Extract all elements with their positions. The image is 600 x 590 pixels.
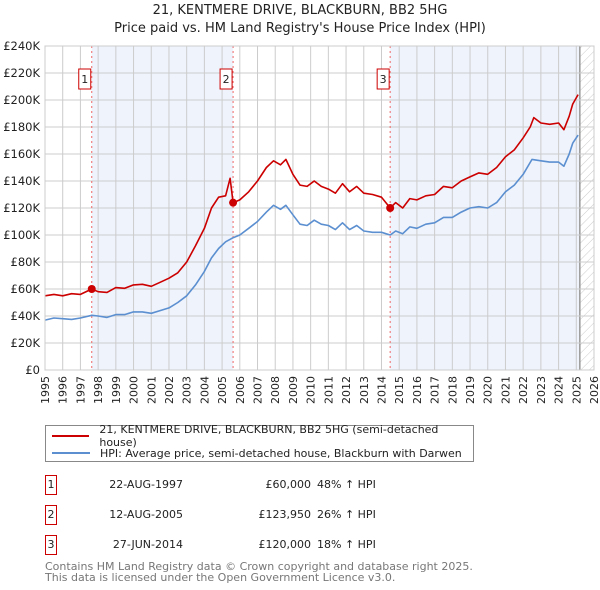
x-tick-label: 2024	[553, 376, 566, 404]
x-tick-label: 2022	[517, 376, 530, 404]
x-tick-label: 2007	[252, 376, 265, 404]
y-tick-label: £40K	[11, 309, 41, 323]
footer-licence: This data is licensed under the Open Gov…	[45, 571, 396, 584]
sale-point	[386, 204, 395, 212]
x-tick-label: 2017	[429, 376, 442, 404]
x-tick-label: 2020	[482, 376, 495, 404]
hpi-line	[44, 134, 579, 321]
x-tick-label: 2015	[393, 376, 406, 404]
y-tick-label: £180K	[3, 120, 40, 134]
legend: 21, KENTMERE DRIVE, BLACKBURN, BB2 5HG (…	[45, 423, 474, 462]
x-tick-label: 2011	[322, 376, 335, 404]
legend-label-hpi: HPI: Average price, semi-detached house,…	[100, 446, 462, 460]
plot-border	[44, 45, 595, 371]
x-tick-label: 2006	[234, 376, 247, 404]
sale-point	[229, 198, 238, 207]
x-tick-label: 1996	[57, 376, 70, 404]
x-tick-label: 2009	[287, 376, 300, 404]
x-tick-label: 1999	[110, 376, 123, 404]
footer-copyright: Contains HM Land Registry data © Crown c…	[45, 560, 473, 573]
x-tick-label: 2005	[216, 376, 229, 404]
chart-title: 21, KENTMERE DRIVE, BLACKBURN, BB2 5HG	[152, 3, 448, 18]
x-tick-label: 2021	[499, 376, 512, 404]
sale-label-box: 3	[376, 68, 390, 90]
transaction-hpi: 26% ↑ HPI	[317, 508, 376, 521]
chart-plot: 1995 1996 1997 1998 1999 2000 2001 2002 2003 2004…	[3, 39, 600, 404]
transaction-price: £60,000	[265, 478, 312, 491]
sale-box-number: 3	[380, 73, 387, 86]
y-tick-label: £20K	[11, 336, 41, 350]
y-tick-label: £120K	[3, 201, 40, 215]
x-tick-label: 2001	[145, 376, 158, 404]
transaction-number: 3	[45, 535, 57, 555]
x-tick-label: 2016	[411, 376, 424, 404]
x-tick-label: 2010	[305, 376, 318, 404]
legend-label-property: 21, KENTMERE DRIVE, BLACKBURN, BB2 5HG (…	[99, 423, 439, 449]
x-tick-label: 2018	[446, 376, 459, 404]
transaction-date: 22-AUG-1997	[109, 478, 183, 491]
transaction-number: 1	[45, 475, 57, 495]
x-tick-label: 2026	[588, 376, 600, 404]
x-tick-label: 2023	[535, 376, 548, 404]
legend-swatch-red	[52, 435, 90, 437]
legend-item-property: 21, KENTMERE DRIVE, BLACKBURN, BB2 5HG (…	[52, 423, 473, 449]
y-tick-label: £80K	[11, 255, 41, 269]
legend-item-hpi: HPI: Average price, semi-detached house,…	[52, 445, 462, 461]
x-tick-label: 2004	[198, 376, 211, 404]
x-tick-label: 2002	[163, 376, 176, 404]
y-tick-label: £100K	[3, 228, 40, 242]
transaction-number: 2	[45, 505, 57, 525]
transaction-row: 3 27-JUN-2014 £120,000 18% ↑ HPI	[45, 535, 445, 557]
transaction-hpi: 18% ↑ HPI	[317, 538, 376, 551]
transaction-price: £120,000	[258, 538, 312, 551]
sale-label-box: 1	[78, 68, 92, 90]
transaction-hpi: 48% ↑ HPI	[317, 478, 376, 491]
transaction-price: £123,950	[258, 508, 312, 521]
x-tick-label: 2013	[358, 376, 371, 404]
y-tick-label: £200K	[3, 93, 40, 107]
transaction-date: 12-AUG-2005	[109, 508, 183, 521]
transaction-date: 27-JUN-2014	[112, 538, 183, 551]
x-tick-label: 2003	[181, 376, 194, 404]
x-tick-label: 2008	[269, 376, 282, 404]
x-tick-label: 2000	[128, 376, 141, 404]
x-tick-label: 1995	[39, 376, 52, 404]
sale-label-box: 2	[219, 68, 233, 90]
x-tick-label: 2012	[340, 376, 353, 404]
sale-box	[219, 68, 233, 90]
y-tick-label: £0	[25, 363, 40, 377]
property-price-line	[44, 94, 579, 297]
x-tick-label: 1997	[74, 376, 87, 404]
y-tick-label: £240K	[3, 39, 40, 53]
chart-subtitle: Price paid vs. HM Land Registry's House …	[114, 21, 486, 36]
x-tick-label: 1998	[92, 376, 105, 404]
x-tick-label: 2025	[570, 376, 583, 404]
transaction-row: 1 22-AUG-1997 £60,000 48% ↑ HPI	[45, 475, 445, 497]
sale-box-number: 2	[223, 73, 230, 86]
transaction-row: 2 12-AUG-2005 £123,950 26% ↑ HPI	[45, 505, 445, 527]
sale-box-number: 1	[81, 73, 88, 86]
x-tick-label: 2014	[375, 376, 388, 404]
y-tick-label: £160K	[3, 147, 40, 161]
sale-point	[87, 285, 96, 293]
sale-box	[376, 68, 390, 90]
sale-box	[78, 68, 92, 90]
legend-swatch-blue	[52, 452, 90, 454]
y-tick-label: £220K	[3, 66, 40, 80]
y-tick-label: £140K	[3, 174, 40, 188]
y-tick-label: £60K	[11, 282, 41, 296]
x-tick-label: 2019	[464, 376, 477, 404]
